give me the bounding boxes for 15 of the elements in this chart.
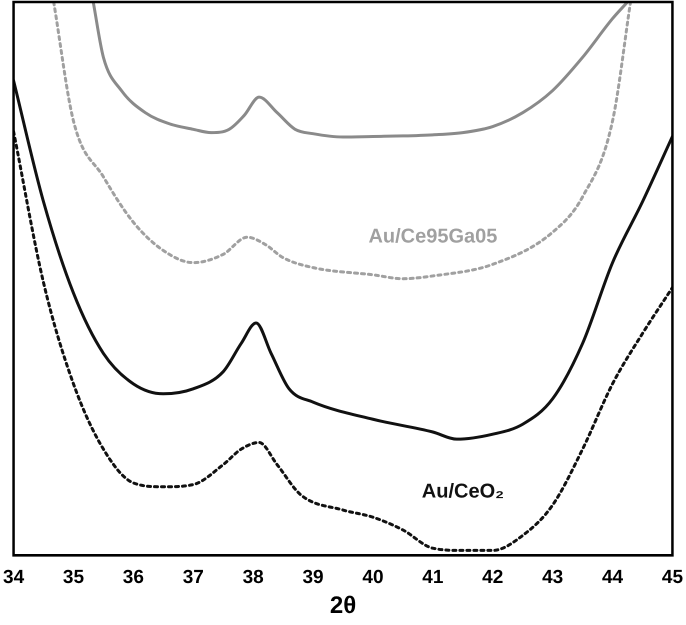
x-tick-label: 45: [662, 567, 684, 588]
x-tick-label: 37: [182, 567, 204, 588]
x-tick-label: 34: [2, 567, 25, 588]
x-tick-label: 44: [602, 567, 624, 588]
x-tick-label: 43: [542, 567, 564, 588]
x-tick-label: 41: [422, 567, 444, 588]
x-tick-label: 40: [362, 567, 384, 588]
x-axis-title: 2θ: [330, 592, 356, 620]
series-label: Au/CeO₂: [422, 480, 504, 502]
x-tick-label: 38: [242, 567, 264, 588]
series-label: Au/Ce95Ga05: [368, 225, 498, 248]
x-tick-label: 42: [482, 567, 504, 588]
x-tick-label: 39: [302, 567, 324, 588]
x-tick-label: 35: [62, 567, 84, 588]
x-tick-label: 36: [122, 567, 144, 588]
